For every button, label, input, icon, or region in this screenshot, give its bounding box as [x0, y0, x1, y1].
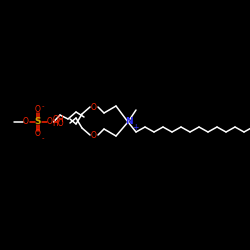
Text: O: O	[47, 118, 53, 126]
Text: O: O	[91, 130, 97, 140]
Text: O: O	[91, 102, 97, 112]
Text: O: O	[23, 118, 29, 126]
Text: S: S	[35, 118, 41, 126]
Text: N: N	[125, 118, 133, 126]
Text: +: +	[132, 122, 138, 132]
Text: O: O	[35, 130, 41, 138]
Text: OH: OH	[52, 114, 64, 124]
Text: -: -	[42, 103, 44, 109]
Text: HO: HO	[52, 118, 64, 128]
Text: -: -	[42, 135, 44, 141]
Text: O: O	[35, 106, 41, 114]
